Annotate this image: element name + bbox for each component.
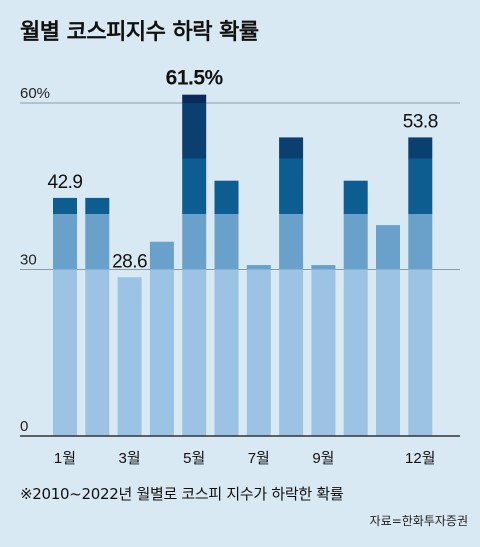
data-label: 53.8 [403,111,438,132]
bar-segment [246,265,271,270]
bar-segment [53,214,77,270]
bar-segment [279,137,304,159]
bar-10월 [343,180,368,436]
bar-segment [376,269,400,436]
bar-4월 [149,241,174,436]
x-tick-label: 9월 [312,450,334,467]
bar-segment [85,197,110,214]
bar-segment [149,241,174,270]
bar-segment [117,277,142,436]
bar-segment [343,180,368,214]
data-label: 28.6 [112,251,147,272]
x-tick-label: 5월 [183,450,205,467]
bar-segment [182,269,207,436]
bar-segment [408,214,433,270]
bar-segment [149,269,174,436]
axes: 0 30 60% 1월 3월 5월 7월 9월 12월 [20,85,460,467]
x-tick-label: 1월 [54,450,76,467]
bar-segment [279,158,304,214]
bar-segment [311,269,336,436]
bar-segment [214,180,239,214]
bar-7월 [246,265,271,436]
x-tick-label: 7월 [248,450,270,467]
x-tick-label: 3월 [119,450,141,467]
bar-segment [343,269,368,436]
bar-11월 [376,225,400,436]
bar-segment [182,103,207,159]
bar-segment [182,94,207,103]
bar-8월 [279,137,304,436]
bar-segment [408,158,433,214]
bar-segment [376,225,400,270]
bar-segment [246,269,271,436]
x-tick-label: 12월 [405,450,436,467]
bar-segment [182,214,207,270]
chart-title: 월별 코스피지수 하락 확률 [20,20,259,45]
bar-segment [408,269,433,436]
bar-segment [343,214,368,270]
data-labels: 42.9 28.6 61.5% 53.8 [48,67,439,273]
bar-segment [53,197,77,214]
bar-segment [85,214,110,270]
bar-chart: 42.9 28.6 61.5% 53.8 0 30 60% 1월 3월 5월 7월 9월 12월 [20,67,460,467]
source-credit: 자료=한화투자증권 [369,514,468,528]
bar-9월 [311,265,336,436]
bar-segment [279,214,304,270]
data-label: 61.5% [166,67,224,90]
bar-segment [214,214,239,270]
bar-segment [311,265,336,270]
bar-segment [408,137,433,159]
bar-1월 [53,197,77,436]
y-tick-label-60: 60% [20,85,50,102]
bar-segment [279,269,304,436]
data-label: 42.9 [48,172,83,193]
y-tick-label-30: 30 [20,252,37,269]
bar-3월 [117,277,142,436]
bars [53,94,433,436]
bar-6월 [214,180,239,436]
bar-12월 [408,137,433,436]
bar-5월 [182,94,207,436]
footnote: ※2010~2022년 월별로 코스피 지수가 하락한 확률 [20,485,344,503]
bar-segment [214,269,239,436]
bar-segment [53,269,77,436]
bar-2월 [85,197,110,436]
y-tick-label-0: 0 [20,418,28,435]
bar-segment [182,158,207,214]
bar-segment [85,269,110,436]
